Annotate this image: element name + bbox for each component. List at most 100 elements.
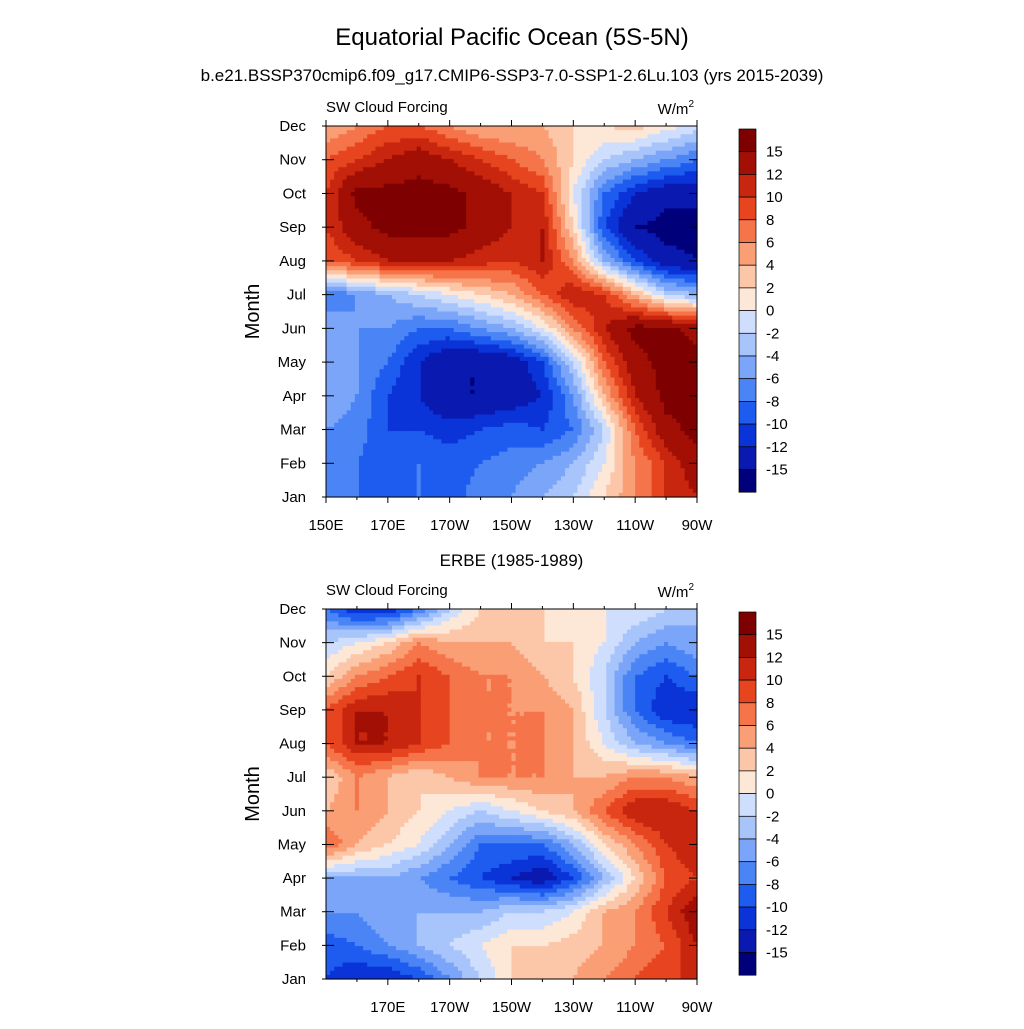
heatmap-cell <box>437 480 443 486</box>
heatmap-cell <box>383 175 389 181</box>
heatmap-cell <box>523 274 529 280</box>
heatmap-cell <box>371 464 377 469</box>
heatmap-cell <box>383 459 389 465</box>
heatmap-cell <box>371 286 377 292</box>
heatmap-cell <box>367 414 372 420</box>
heatmap-cell <box>391 402 397 407</box>
heatmap-cell <box>363 315 368 321</box>
heatmap-cell <box>457 290 463 296</box>
heatmap-cell <box>346 472 352 477</box>
heatmap-cell <box>457 332 463 337</box>
heatmap-cell <box>404 393 410 399</box>
heatmap-cell <box>540 237 546 243</box>
heatmap-cell <box>334 154 339 160</box>
heatmap-cell <box>375 200 381 205</box>
heatmap-cell <box>358 224 364 230</box>
heatmap-cell <box>330 410 335 416</box>
heatmap-cell <box>379 348 385 354</box>
heatmap-cell <box>544 352 550 358</box>
heatmap-cell <box>482 146 488 152</box>
heatmap-cell <box>540 389 546 395</box>
heatmap-cell <box>457 220 463 226</box>
heatmap-cell <box>457 406 463 412</box>
heatmap-cell <box>375 282 381 288</box>
heatmap-cell <box>507 237 513 243</box>
heatmap-cell <box>507 191 513 197</box>
heatmap-cell <box>416 220 422 226</box>
heatmap-cell <box>552 204 558 210</box>
heatmap-cell <box>552 200 558 205</box>
heatmap-cell <box>396 126 401 131</box>
heatmap-cell <box>350 179 356 185</box>
heatmap-cell <box>371 163 377 168</box>
heatmap-cell <box>462 348 467 354</box>
heatmap-cell <box>338 191 344 197</box>
heatmap-cell <box>371 241 377 247</box>
heatmap-cell <box>470 360 475 366</box>
heatmap-cell <box>515 443 521 449</box>
heatmap-cell <box>375 278 381 284</box>
heatmap-cell <box>350 311 356 317</box>
heatmap-cell <box>470 158 475 164</box>
heatmap-cell <box>499 126 504 131</box>
heatmap-cell <box>519 171 525 177</box>
heatmap-cell <box>338 299 344 304</box>
heatmap-cell <box>519 472 525 477</box>
heatmap-cell <box>354 315 360 321</box>
heatmap-cell <box>515 200 521 205</box>
heatmap-cell <box>470 451 475 457</box>
heatmap-cell <box>536 171 541 177</box>
heatmap-cell <box>519 224 525 230</box>
heatmap-cell <box>445 171 451 177</box>
heatmap-cell <box>540 365 546 370</box>
heatmap-cell <box>495 249 500 255</box>
heatmap-cell <box>371 224 377 230</box>
heatmap-cell <box>334 327 339 333</box>
heatmap-cell <box>342 439 348 445</box>
heatmap-cell <box>453 282 459 288</box>
heatmap-cell <box>367 253 372 259</box>
heatmap-cell <box>334 158 339 164</box>
heatmap-cell <box>552 175 558 181</box>
heatmap-cell <box>367 286 372 292</box>
heatmap-cell <box>363 278 368 284</box>
heatmap-cell <box>540 282 546 288</box>
heatmap-cell <box>412 233 418 238</box>
heatmap-cell <box>462 356 467 362</box>
heatmap-cell <box>358 484 364 490</box>
heatmap-cell <box>371 262 377 267</box>
heatmap-cell <box>544 447 550 453</box>
heatmap-cell <box>342 414 348 420</box>
heatmap-cell <box>342 402 348 407</box>
heatmap-cell <box>466 439 471 445</box>
heatmap-cell <box>383 282 389 288</box>
heatmap-cell <box>474 191 480 197</box>
heatmap-cell <box>358 167 364 172</box>
heatmap-cell <box>507 344 513 350</box>
heatmap-cell <box>515 435 521 440</box>
heatmap-cell <box>330 257 335 263</box>
heatmap-cell <box>375 459 381 465</box>
heatmap-cell <box>408 175 414 181</box>
heatmap-cell <box>342 262 348 267</box>
heatmap-cell <box>326 262 331 267</box>
heatmap-cell <box>437 134 443 139</box>
heatmap-cell <box>429 402 434 407</box>
heatmap-cell <box>346 130 352 135</box>
heatmap-cell <box>433 187 438 193</box>
heatmap-cell <box>379 418 385 424</box>
heatmap-cell <box>371 158 377 164</box>
heatmap-cell <box>470 431 475 436</box>
heatmap-cell <box>445 196 451 201</box>
heatmap-cell <box>548 459 554 465</box>
heatmap-cell <box>462 150 467 156</box>
heatmap-cell <box>375 270 381 275</box>
heatmap-cell <box>540 468 546 473</box>
heatmap-cell <box>379 455 385 461</box>
heatmap-cell <box>470 187 475 193</box>
heatmap-cell <box>445 492 451 498</box>
heatmap-cell <box>391 295 397 300</box>
heatmap-cell <box>503 484 508 490</box>
heatmap-cell <box>474 262 480 267</box>
heatmap-cell <box>363 369 368 374</box>
